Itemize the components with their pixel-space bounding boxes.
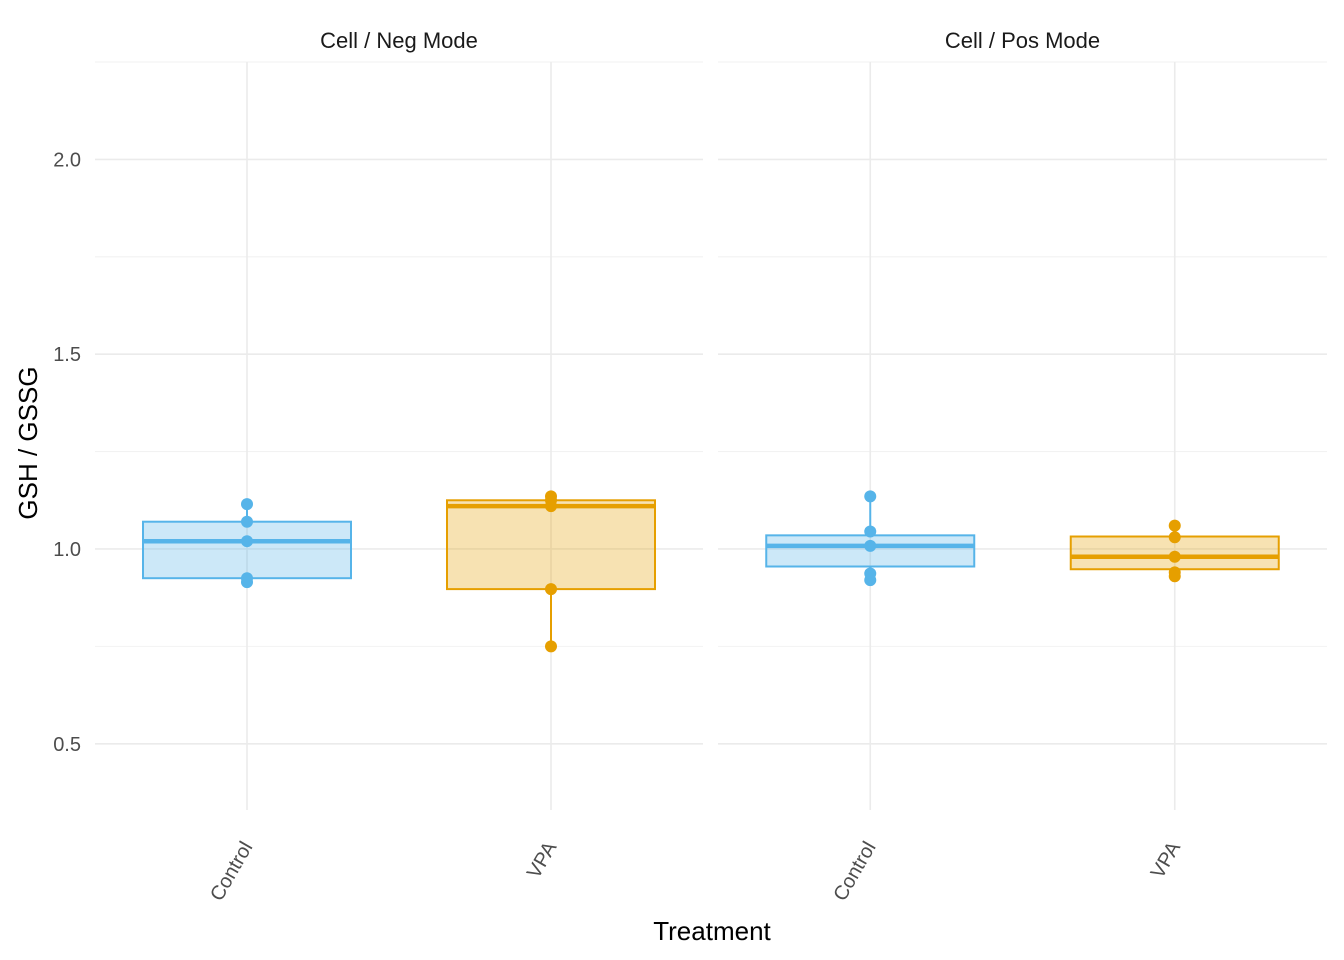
x-tick-label: VPA (1147, 837, 1186, 882)
data-point (1168, 531, 1181, 544)
data-point (241, 515, 253, 528)
y-tick-label: 1.5 (53, 344, 81, 366)
x-tick-label: VPA (523, 837, 562, 882)
box-group (446, 490, 656, 653)
facet-panel: Cell / Pos Mode Control VPA (718, 28, 1327, 905)
box-group (765, 490, 976, 587)
data-point (864, 539, 877, 552)
data-point (545, 583, 557, 596)
facet-title: Cell / Pos Mode (945, 28, 1100, 53)
data-point (864, 490, 877, 503)
data-point (241, 576, 253, 589)
data-point (1168, 519, 1181, 532)
data-point (1168, 550, 1181, 563)
data-point (1168, 570, 1181, 583)
data-point (864, 525, 877, 538)
x-axis-title: Treatment (653, 916, 771, 946)
box-iqr (142, 520, 352, 580)
x-tick-label: Control (206, 838, 257, 905)
y-tick-label: 0.5 (53, 734, 81, 756)
data-point (241, 498, 253, 511)
box-group (1069, 519, 1280, 583)
data-point (241, 535, 253, 548)
y-tick-label: 1.0 (53, 539, 81, 561)
y-axis-title: GSH / GSSG (13, 366, 43, 519)
y-tick-label: 2.0 (53, 149, 81, 171)
facet-panel: Cell / Neg Mode Control VPA (95, 28, 703, 905)
box-group (142, 498, 352, 589)
box-iqr (446, 499, 656, 591)
facet-title: Cell / Neg Mode (320, 28, 478, 53)
data-point (545, 500, 557, 513)
x-tick-label: Control (829, 838, 880, 905)
data-point (864, 574, 877, 587)
y-axis: 0.5 1.0 1.5 2.0 (53, 149, 81, 755)
data-point (545, 640, 557, 653)
